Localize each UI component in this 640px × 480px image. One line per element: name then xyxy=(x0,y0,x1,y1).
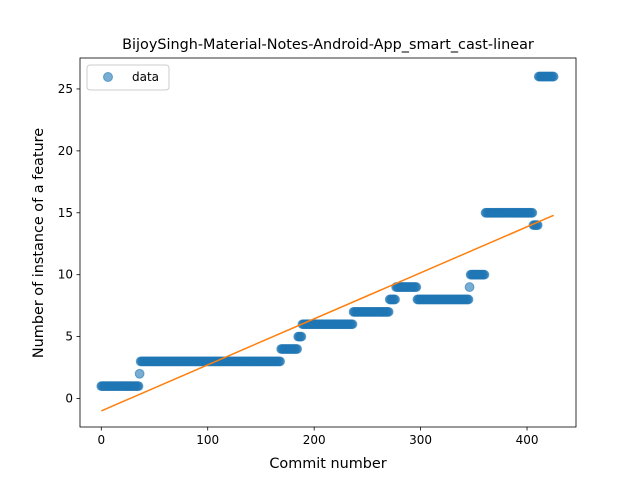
x-tick-label: 100 xyxy=(196,433,219,447)
data-point xyxy=(527,207,538,218)
data-point xyxy=(548,71,559,82)
data-point xyxy=(479,269,490,280)
x-tick-label: 400 xyxy=(516,433,539,447)
data-point xyxy=(275,356,286,367)
legend-frame xyxy=(86,64,170,91)
plot-area: 0 100 200 300 400 0 5 10 15 20 25 xyxy=(58,57,577,447)
data-point xyxy=(133,381,144,392)
legend-marker-data xyxy=(103,72,113,82)
x-tick-label: 0 xyxy=(97,433,105,447)
y-tick-label: 0 xyxy=(65,392,73,406)
fit-line xyxy=(100,214,554,412)
y-tick-label: 20 xyxy=(58,144,73,158)
data-point xyxy=(134,368,145,379)
legend-label-data: data xyxy=(132,70,159,84)
y-tick-label: 25 xyxy=(58,82,73,96)
data-point xyxy=(464,282,475,292)
axes-frame xyxy=(79,57,577,428)
legend: data xyxy=(86,64,170,91)
y-axis-label: Number of instance of a feature xyxy=(31,128,47,358)
data-point xyxy=(296,331,307,342)
data-point xyxy=(390,294,400,305)
y-tick-label: 15 xyxy=(58,206,73,220)
y-tick-label: 5 xyxy=(65,330,73,344)
x-tick-label: 300 xyxy=(409,433,432,447)
x-tick-label: 200 xyxy=(303,433,326,447)
chart-title: BijoySingh-Material-Notes-Android-App_sm… xyxy=(122,37,534,53)
data-point xyxy=(463,294,474,305)
data-point xyxy=(347,319,358,330)
data-point xyxy=(411,282,422,292)
data-point xyxy=(292,344,303,354)
x-axis-label: Commit number xyxy=(269,456,386,472)
y-tick-label: 10 xyxy=(58,268,73,282)
data-point xyxy=(383,306,394,317)
